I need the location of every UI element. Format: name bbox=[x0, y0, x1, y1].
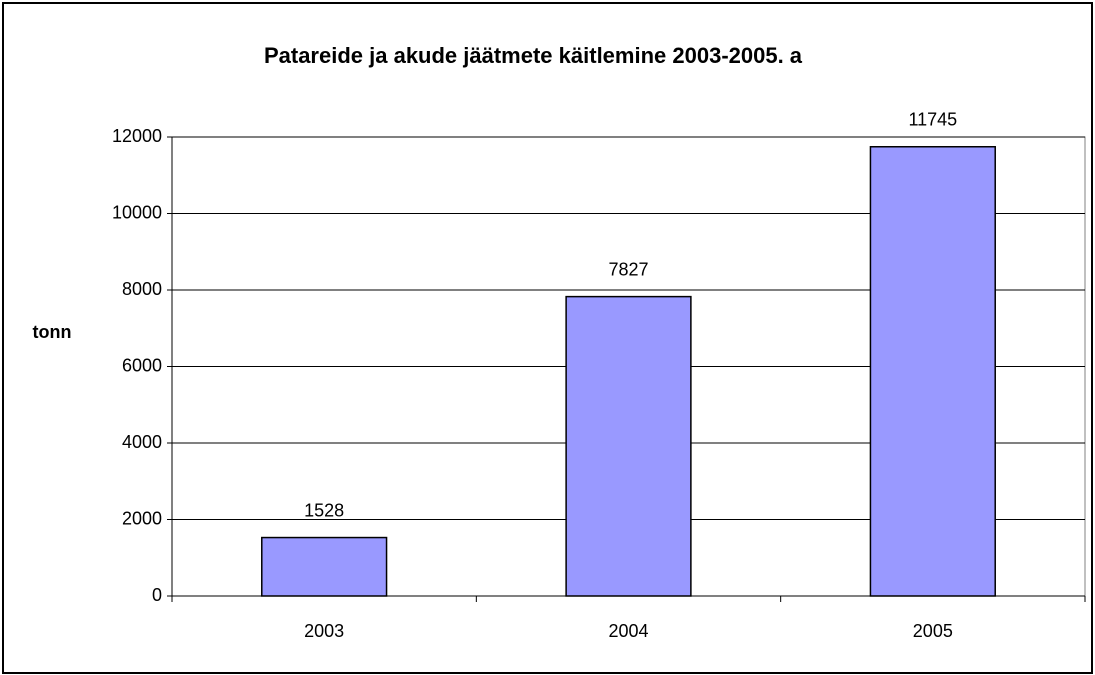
bar bbox=[565, 295, 692, 597]
y-tick-label: 10000 bbox=[112, 202, 162, 222]
bar bbox=[869, 146, 996, 597]
y-tick-label: 0 bbox=[152, 585, 162, 605]
y-axis-label: tonn bbox=[33, 322, 72, 342]
x-tick-label: 2005 bbox=[913, 621, 953, 641]
y-tick-label: 4000 bbox=[122, 432, 162, 452]
data-label: 11745 bbox=[908, 110, 957, 130]
data-label: 7827 bbox=[608, 259, 648, 279]
y-tick-label: 8000 bbox=[122, 279, 162, 299]
x-tick-label: 2003 bbox=[304, 621, 344, 641]
x-tick-label: 2004 bbox=[608, 621, 648, 641]
bar bbox=[261, 536, 388, 597]
data-label: 1528 bbox=[304, 500, 344, 520]
y-tick-label: 12000 bbox=[112, 126, 162, 146]
y-tick-label: 2000 bbox=[122, 508, 162, 528]
chart-title: Patareide ja akude jäätmete käitlemine 2… bbox=[264, 43, 803, 68]
y-tick-label: 6000 bbox=[122, 355, 162, 375]
